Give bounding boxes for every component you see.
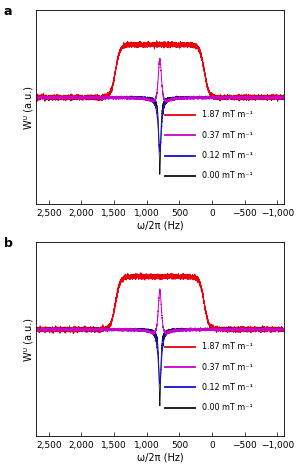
X-axis label: ω/2π (Hz): ω/2π (Hz) <box>136 220 183 231</box>
X-axis label: ω/2π (Hz): ω/2π (Hz) <box>136 453 183 462</box>
Text: a: a <box>4 5 12 18</box>
Text: 0.37 mT m⁻¹: 0.37 mT m⁻¹ <box>202 363 253 372</box>
Text: b: b <box>4 237 12 249</box>
Y-axis label: Wᵁ (a.u.): Wᵁ (a.u.) <box>23 318 33 361</box>
Text: 0.00 mT m⁻¹: 0.00 mT m⁻¹ <box>202 171 253 180</box>
Text: 0.12 mT m⁻¹: 0.12 mT m⁻¹ <box>202 383 253 392</box>
Text: 0.12 mT m⁻¹: 0.12 mT m⁻¹ <box>202 151 253 160</box>
Text: 1.87 mT m⁻¹: 1.87 mT m⁻¹ <box>202 110 253 119</box>
Text: 0.37 mT m⁻¹: 0.37 mT m⁻¹ <box>202 131 253 140</box>
Text: 0.00 mT m⁻¹: 0.00 mT m⁻¹ <box>202 403 253 412</box>
Y-axis label: Wᵁ (a.u.): Wᵁ (a.u.) <box>23 86 33 129</box>
Text: 1.87 mT m⁻¹: 1.87 mT m⁻¹ <box>202 342 253 351</box>
